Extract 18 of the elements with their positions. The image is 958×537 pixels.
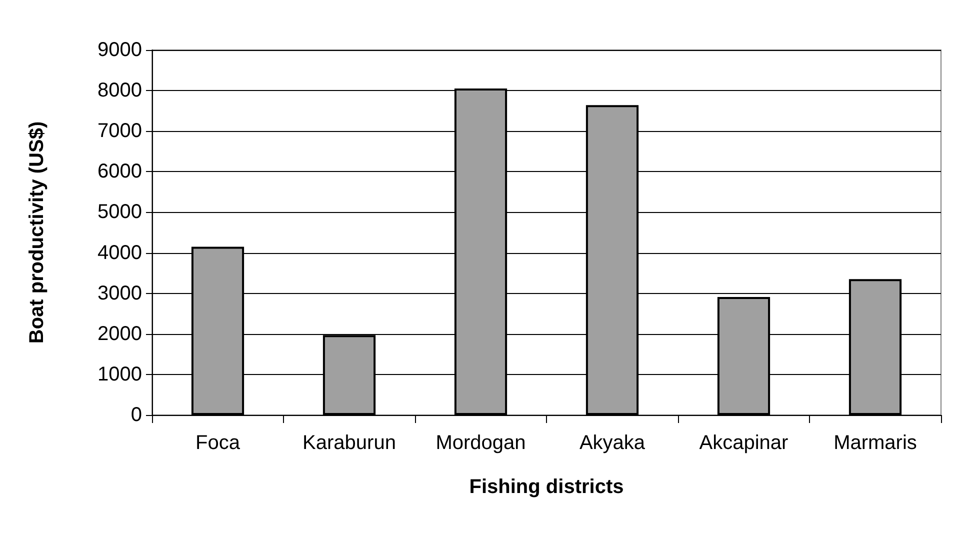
x-tick-label: Akcapinar [699,432,789,454]
x-tick-label: Foca [196,432,241,454]
x-tick-label: Marmaris [834,432,917,454]
x-tick-label: Karaburun [302,432,396,454]
x-tick-label: Mordogan [436,432,526,454]
y-axis-title: Boat productivity (US$) [26,121,48,344]
y-tick-label: 9000 [98,39,142,61]
y-tick-label: 2000 [98,322,142,345]
y-tick-label: 3000 [98,282,142,304]
y-tick-label: 5000 [98,201,142,224]
x-tick-label: Akyaka [579,432,646,454]
y-tick-label: 7000 [98,120,142,142]
y-tick-label: 0 [130,404,142,426]
y-tick-label: 1000 [98,363,142,386]
y-tick-label: 8000 [98,80,142,102]
y-tick-label: 4000 [98,242,142,264]
x-axis-title: Fishing districts [469,476,624,498]
y-tick-label: 6000 [98,160,142,183]
